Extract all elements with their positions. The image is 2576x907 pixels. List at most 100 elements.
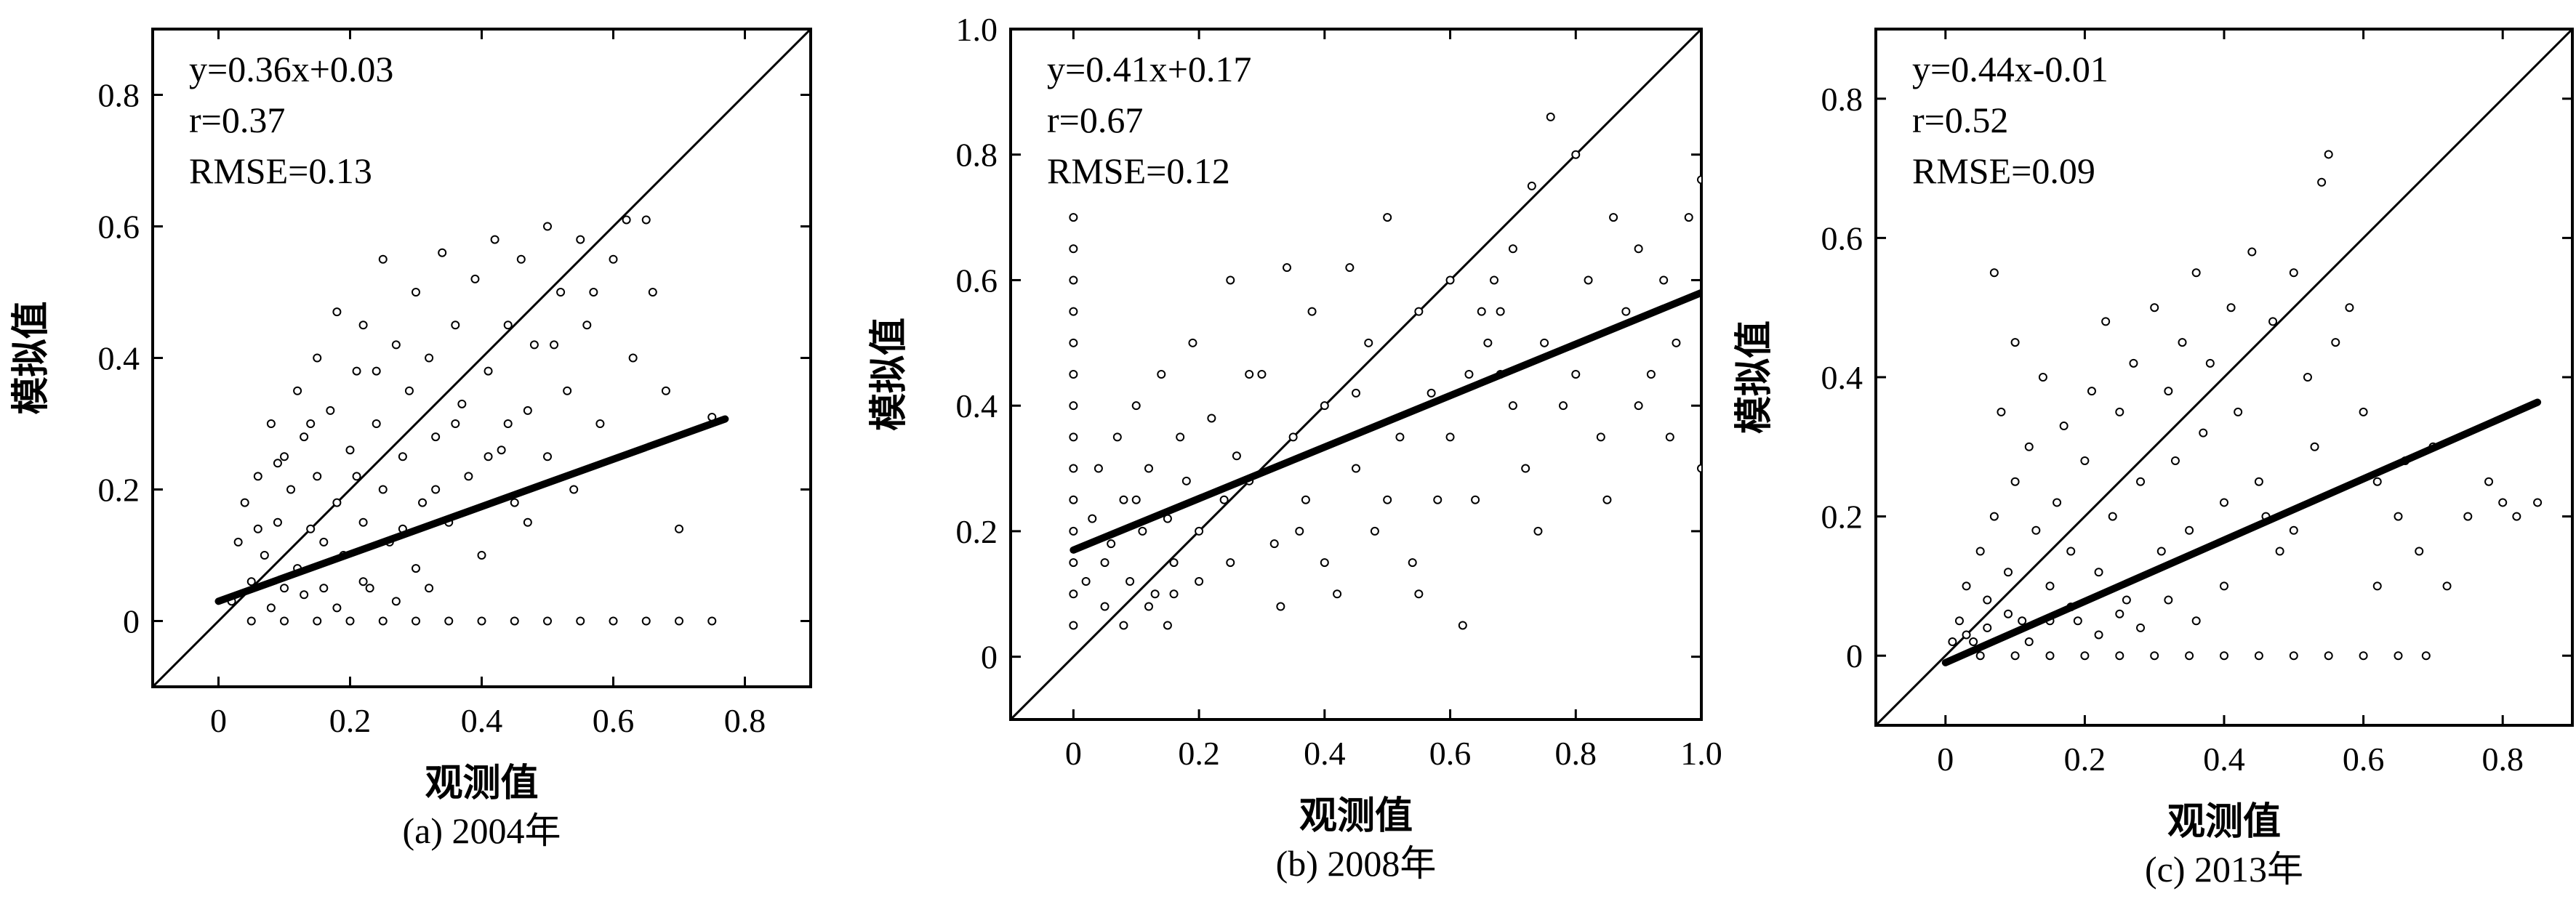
scatter-point <box>1954 616 1964 626</box>
scatter-point <box>457 399 467 408</box>
scatter-point <box>1169 558 1179 568</box>
scatter-point <box>1100 602 1110 611</box>
scatter-point <box>1521 464 1530 473</box>
scatter-point <box>1665 432 1674 442</box>
scatter-point <box>1069 464 1078 473</box>
scatter-point <box>1301 495 1310 504</box>
scatter-point <box>2004 568 2013 577</box>
scatter-point <box>418 498 428 507</box>
scatter-point <box>1226 275 1235 285</box>
x-tick-label: 0.4 <box>1304 735 1346 772</box>
y-tick-label: 0.2 <box>956 513 998 550</box>
scatter-point <box>2094 568 2103 577</box>
regression-line <box>1070 289 1701 554</box>
y-tick-label: 0.8 <box>1821 81 1863 118</box>
scatter-point <box>1131 401 1141 411</box>
scatter-point <box>1257 370 1267 379</box>
scatter-point <box>1609 213 1618 222</box>
scatter-point <box>1119 495 1128 504</box>
scatter-point <box>300 432 309 442</box>
scatter-point <box>1962 630 1971 640</box>
scatter-point <box>1975 547 1985 556</box>
scatter-point <box>582 321 592 330</box>
scatter-point <box>2080 651 2090 661</box>
scatter-point <box>1188 338 1197 347</box>
scatter-point <box>2310 442 2319 451</box>
scatter-point <box>412 564 420 573</box>
scatter-point <box>352 366 361 376</box>
scatter-point <box>1527 181 1536 190</box>
scatter-point <box>2024 637 2034 647</box>
scatter-point <box>1176 432 1185 442</box>
scatter-point <box>1276 602 1285 611</box>
scatter-point <box>2234 407 2243 416</box>
scatter-point <box>2254 651 2263 661</box>
scatter-point <box>332 307 342 317</box>
scatter-point <box>2164 387 2173 396</box>
scatter-point <box>313 353 322 363</box>
y-tick-label: 1.0 <box>956 11 998 48</box>
scatter-point <box>2010 651 2020 661</box>
scatter-point <box>378 254 388 264</box>
regression-equation: y=0.41x+0.17 <box>1047 49 1251 89</box>
scatter-point <box>675 524 683 533</box>
scatter-point <box>438 248 447 257</box>
scatter-point <box>1508 244 1517 254</box>
y-tick-label: 0.8 <box>956 137 998 174</box>
scatter-point <box>280 616 289 626</box>
scatter-point <box>2191 268 2201 278</box>
y-tick-label: 0.4 <box>98 340 140 377</box>
regression-equation: y=0.44x-0.01 <box>1912 49 2108 89</box>
scatter-point <box>345 446 355 455</box>
scatter-point <box>470 274 480 283</box>
scatter-point <box>510 616 519 626</box>
scatter-point <box>1269 539 1279 549</box>
scatter-point <box>503 321 513 330</box>
plot-area <box>153 29 811 687</box>
scatter-point <box>556 288 566 297</box>
scatter-point <box>576 235 585 244</box>
scatter-point <box>1533 526 1543 536</box>
scatter-point <box>2059 422 2069 431</box>
scatter-point <box>661 386 670 395</box>
identity-line <box>1011 29 1701 719</box>
x-tick-label: 0.2 <box>1178 735 1220 772</box>
scatter-point <box>523 517 532 527</box>
scatter-point <box>372 419 381 428</box>
scatter-point <box>253 524 262 533</box>
scatter-point <box>1464 370 1474 379</box>
scatter-point <box>280 584 289 593</box>
x-tick-label: 0.6 <box>1429 735 1472 772</box>
scatter-point <box>2317 177 2327 187</box>
scatter-point <box>2136 477 2146 486</box>
x-tick-label: 0.6 <box>2343 741 2385 778</box>
scatter-point <box>233 537 243 547</box>
scatter-point <box>2191 616 2201 626</box>
scatter-point <box>1634 401 1643 411</box>
scatter-point <box>372 366 381 376</box>
scatter-point <box>1069 338 1078 347</box>
regression-line <box>1941 398 2542 666</box>
scatter-point <box>1081 577 1091 586</box>
scatter-point <box>2136 623 2146 632</box>
scatter-point <box>1138 526 1147 536</box>
scatter-point <box>2254 477 2263 486</box>
scatter-point <box>1969 637 1978 647</box>
scatter-point <box>266 419 276 428</box>
scatter-point <box>1069 244 1078 254</box>
scatter-point <box>1345 263 1355 273</box>
scatter-point <box>595 419 605 428</box>
chart-panel-1: 0 0.2 0.4 0.6 0.8 0 0.2 0.4 0.6 0.8 y=0.36x+0.03 r=… <box>9 28 812 851</box>
scatter-point <box>444 616 454 626</box>
scatter-point <box>510 498 519 507</box>
scatter-point <box>1458 621 1467 630</box>
scatter-point <box>641 616 651 626</box>
scatter-point <box>246 577 256 586</box>
panel-caption: (a) 2004年 <box>403 810 561 851</box>
scatter-point <box>246 616 256 626</box>
scatter-point <box>1283 263 1291 273</box>
scatter-point <box>1352 388 1360 398</box>
scatter-point <box>1975 651 1985 661</box>
scatter-point <box>326 406 335 415</box>
scatter-point <box>2010 477 2020 486</box>
